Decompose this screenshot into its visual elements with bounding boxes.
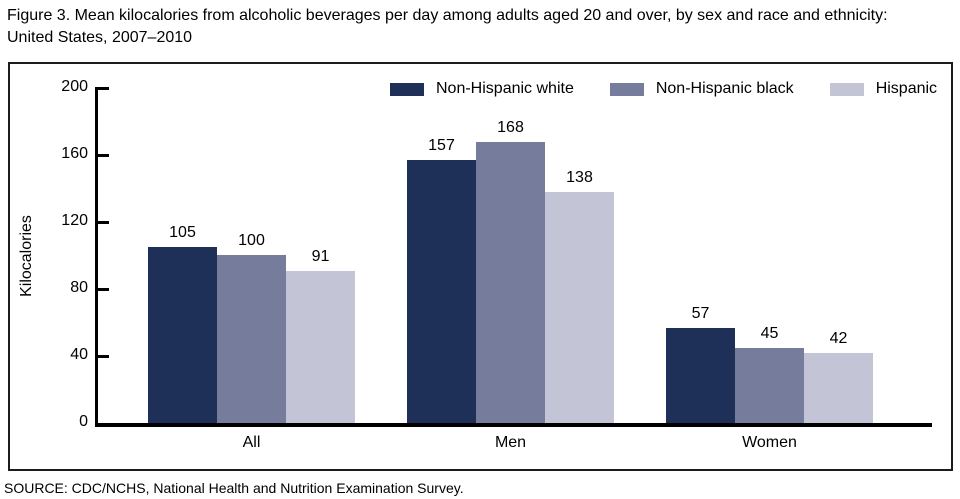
y-tick-mark bbox=[98, 355, 109, 358]
bar-all-1 bbox=[217, 255, 286, 423]
x-category-label: All bbox=[242, 434, 261, 451]
legend: Non-Hispanic white Non-Hispanic black Hisp… bbox=[390, 78, 937, 100]
legend-swatch bbox=[609, 82, 644, 96]
bar-value-label: 105 bbox=[169, 224, 196, 241]
bar-value-label: 91 bbox=[311, 248, 330, 265]
chart-frame: Non-Hispanic white Non-Hispanic black Hisp… bbox=[8, 62, 953, 471]
legend-label: Hispanic bbox=[875, 80, 938, 97]
bar-value-label: 138 bbox=[566, 169, 593, 186]
figure-title: Figure 3. Mean kilocalories from alcohol… bbox=[7, 7, 888, 46]
y-tick-label: 200 bbox=[61, 78, 88, 95]
source-note: SOURCE: CDC/NCHS, National Health and Nu… bbox=[4, 480, 464, 496]
legend-item-non-hispanic-white: Non-Hispanic white bbox=[390, 80, 574, 98]
bar-value-label: 42 bbox=[829, 330, 848, 347]
bar-value-label: 100 bbox=[238, 232, 265, 249]
y-tick-mark bbox=[98, 87, 109, 90]
bar-women-2 bbox=[804, 353, 873, 423]
y-axis-line bbox=[95, 87, 98, 427]
bar-all-2 bbox=[286, 271, 355, 423]
x-category-label: Women bbox=[742, 434, 797, 451]
legend-item-hispanic: Hispanic bbox=[829, 80, 938, 98]
bar-women-1 bbox=[735, 348, 804, 423]
y-tick-label: 120 bbox=[61, 212, 88, 229]
legend-item-non-hispanic-black: Non-Hispanic black bbox=[609, 80, 794, 98]
y-tick-label: 0 bbox=[79, 413, 88, 430]
legend-swatch bbox=[390, 82, 424, 96]
bar-men-1 bbox=[476, 142, 545, 423]
y-tick-mark bbox=[98, 154, 109, 157]
legend-label: Non-Hispanic black bbox=[655, 80, 794, 97]
bar-value-label: 157 bbox=[428, 137, 455, 154]
bar-women-0 bbox=[666, 328, 735, 423]
x-category-label: Men bbox=[494, 434, 527, 451]
bar-value-label: 168 bbox=[497, 119, 524, 136]
bar-men-2 bbox=[545, 192, 614, 423]
y-tick-label: 40 bbox=[70, 346, 88, 363]
y-tick-label: 160 bbox=[61, 145, 88, 162]
bar-value-label: 57 bbox=[691, 305, 710, 322]
y-tick-mark bbox=[98, 221, 109, 224]
legend-swatch bbox=[829, 82, 864, 96]
legend-label: Non-Hispanic white bbox=[436, 80, 574, 97]
bar-men-0 bbox=[407, 160, 476, 423]
bar-all-0 bbox=[148, 247, 217, 423]
y-tick-label: 80 bbox=[70, 279, 88, 296]
bar-value-label: 45 bbox=[760, 325, 779, 342]
x-axis-line bbox=[95, 423, 932, 427]
y-tick-mark bbox=[98, 288, 109, 291]
